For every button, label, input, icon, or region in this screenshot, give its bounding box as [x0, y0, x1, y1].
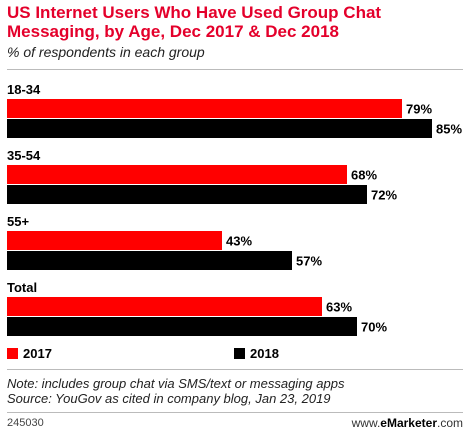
data-label-2018-18-34: 85%	[436, 122, 462, 137]
emarketer-logo: www.eMarketer.com	[352, 416, 463, 430]
category-label-55-: 55+	[7, 214, 29, 229]
site-brand: eMarketer	[380, 416, 437, 430]
legend-item-2018: 2018	[234, 346, 279, 361]
site-prefix: www.	[351, 416, 381, 430]
footer-divider	[7, 412, 463, 413]
top-divider	[7, 69, 463, 70]
bar-2017-55-	[7, 231, 222, 250]
category-label-18-34: 18-34	[7, 82, 41, 97]
data-label-2017-35-54: 68%	[351, 168, 377, 183]
chart-id: 245030	[7, 417, 44, 429]
legend-label-2018: 2018	[250, 346, 279, 361]
bar-2018-35-54	[7, 185, 367, 204]
data-label-2017-total: 63%	[326, 300, 352, 315]
bar-2017-35-54	[7, 165, 347, 184]
category-label-35-54: 35-54	[7, 148, 41, 163]
data-label-2017-55-: 43%	[226, 234, 252, 249]
bar-2018-18-34	[7, 119, 432, 138]
note-text: Note: includes group chat via SMS/text o…	[7, 376, 345, 391]
chart-notes: Note: includes group chat via SMS/text o…	[7, 376, 344, 406]
chart-footer: 245030 www.eMarketer.com	[7, 416, 463, 431]
bar-2018-55-	[7, 251, 292, 270]
bar-chart: 18-34 79% 85% 35-54 68% 72% 55+ 43% 57% Total 63% 7…	[7, 82, 462, 336]
legend-swatch-2017	[7, 348, 18, 359]
bar-2017-18-34	[7, 99, 402, 118]
chart-title: US Internet Users Who Have Used Group Ch…	[7, 3, 382, 41]
bottom-divider	[7, 369, 463, 370]
chart-legend: 2017 2018	[7, 346, 447, 362]
legend-swatch-2018	[234, 348, 245, 359]
site-suffix: .com	[436, 416, 463, 430]
source-text: Source: YouGov as cited in company blog,…	[7, 391, 331, 406]
data-label-2018-55-: 57%	[296, 254, 322, 269]
bar-2018-total	[7, 317, 357, 336]
category-label-total: Total	[7, 280, 37, 295]
chart-subtitle: % of respondents in each group	[7, 44, 205, 60]
bar-2017-total	[7, 297, 322, 316]
data-label-2017-18-34: 79%	[406, 102, 432, 117]
legend-item-2017: 2017	[7, 346, 52, 361]
legend-label-2017: 2017	[23, 346, 52, 361]
data-label-2018-total: 70%	[361, 320, 387, 335]
data-label-2018-35-54: 72%	[371, 188, 397, 203]
